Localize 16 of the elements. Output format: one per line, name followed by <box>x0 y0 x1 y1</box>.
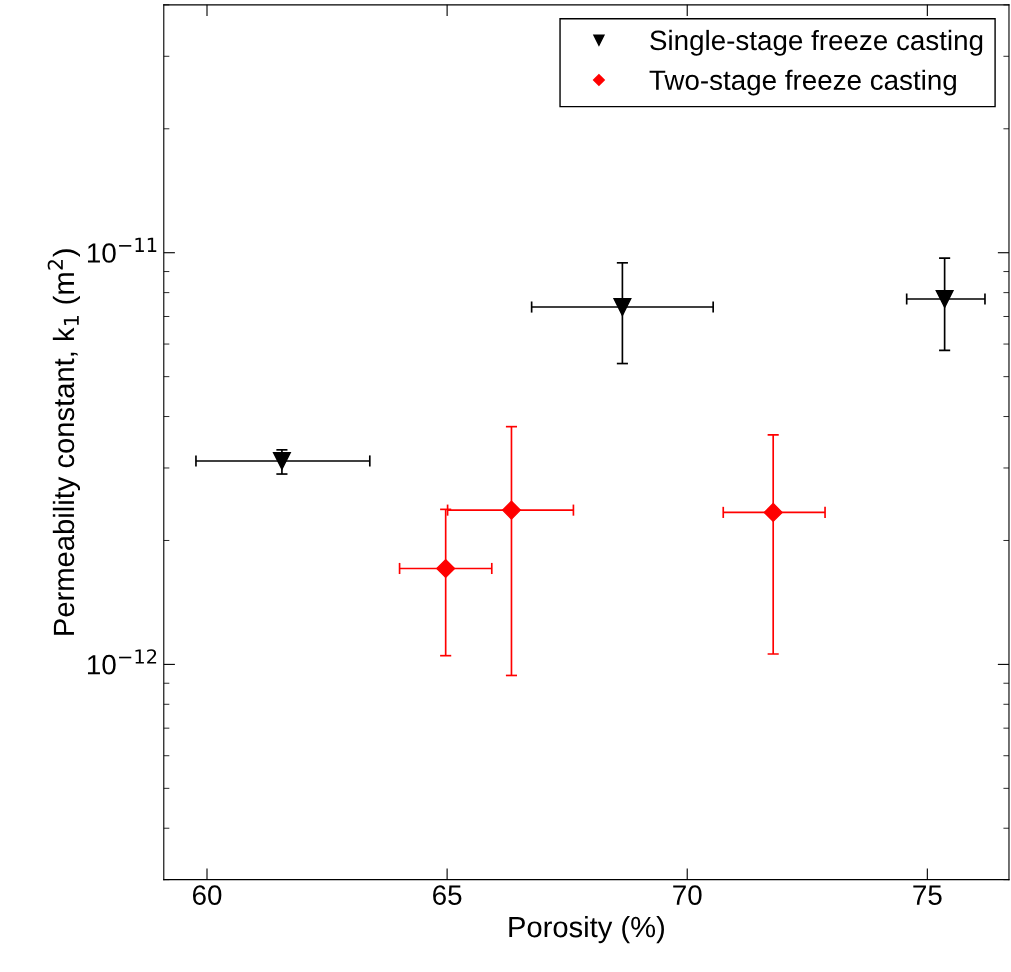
point <box>436 558 456 579</box>
point <box>272 451 291 470</box>
x-tick-label: 70 <box>673 885 702 905</box>
y-axis-title: Permeability constant, k$_{1}$ (m$^{2}$) <box>47 249 81 635</box>
point <box>613 298 632 317</box>
point <box>935 289 954 309</box>
y-tick-label: 10$^{−11}$ <box>87 237 157 263</box>
x-tick-label: 75 <box>913 885 942 905</box>
y-tick-label: 10$^{−12}$ <box>87 649 157 675</box>
x-tick-label: 65 <box>433 885 462 905</box>
x-axis-title: Porosity (%) <box>509 915 664 944</box>
legend-label: Two-stage freeze casting <box>649 69 956 96</box>
point <box>763 502 783 522</box>
point <box>501 500 521 520</box>
x-tick-label: 60 <box>192 885 222 905</box>
legend-label: Single-stage freeze casting <box>650 29 983 56</box>
